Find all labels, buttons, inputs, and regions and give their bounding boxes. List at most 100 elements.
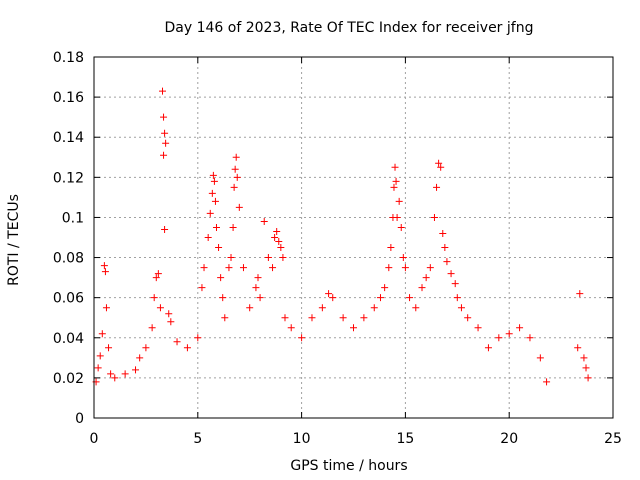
- data-point: [422, 274, 430, 282]
- data-point: [526, 334, 534, 342]
- data-point: [391, 163, 399, 171]
- data-point: [439, 229, 447, 237]
- data-point: [441, 244, 449, 252]
- data-point: [360, 314, 368, 322]
- data-point: [381, 284, 389, 292]
- data-point: [152, 274, 160, 282]
- data-point: [474, 324, 482, 332]
- y-tick-label: 0.04: [53, 331, 84, 347]
- data-point: [451, 280, 459, 288]
- data-point: [136, 354, 144, 362]
- data-point: [397, 223, 405, 231]
- data-point: [390, 183, 398, 191]
- data-point: [574, 344, 582, 352]
- data-point: [232, 153, 240, 161]
- data-point: [156, 304, 164, 312]
- data-point: [412, 304, 420, 312]
- data-point: [457, 304, 465, 312]
- data-point: [433, 183, 441, 191]
- data-points: [92, 87, 592, 386]
- data-point: [206, 209, 214, 217]
- data-point: [536, 354, 544, 362]
- plot-frame: [93, 56, 614, 419]
- data-point: [160, 113, 168, 121]
- data-point: [246, 304, 254, 312]
- data-point: [418, 284, 426, 292]
- data-point: [260, 217, 268, 225]
- x-axis-label: GPS time / hours: [290, 458, 407, 474]
- x-tick-label: 0: [90, 431, 99, 447]
- data-point: [495, 334, 503, 342]
- data-point: [94, 364, 102, 372]
- data-point: [254, 274, 262, 282]
- grid-layer: [94, 57, 613, 418]
- chart-title: Day 146 of 2023, Rate Of TEC Index for r…: [165, 20, 534, 36]
- data-point: [148, 324, 156, 332]
- data-point: [150, 294, 158, 302]
- data-point: [183, 344, 191, 352]
- data-point: [505, 330, 513, 338]
- data-point: [401, 264, 409, 272]
- data-point: [275, 238, 283, 246]
- data-point: [443, 258, 451, 266]
- data-point: [194, 334, 202, 342]
- axis-ticks: 0 0.02 0.04 0.06 0.08 0.1 0.12 0.14 0.16 0.18 0 5 10…: [53, 50, 622, 447]
- data-point: [287, 324, 295, 332]
- data-point: [159, 87, 167, 95]
- data-point: [200, 264, 208, 272]
- x-tick-label: 25: [604, 431, 622, 447]
- y-tick-label: 0.06: [53, 291, 84, 307]
- data-point: [256, 294, 264, 302]
- y-tick-label: 0.08: [53, 251, 84, 267]
- data-point: [516, 324, 524, 332]
- data-point: [582, 364, 590, 372]
- data-point: [221, 314, 229, 322]
- data-point: [393, 213, 401, 221]
- data-point: [161, 225, 169, 233]
- data-point: [406, 294, 414, 302]
- data-point: [430, 213, 438, 221]
- data-point: [350, 324, 357, 332]
- data-point: [160, 151, 168, 159]
- data-point: [453, 294, 461, 302]
- data-point: [212, 223, 220, 231]
- y-tick-label: 0.16: [53, 90, 84, 106]
- data-point: [100, 262, 108, 270]
- data-point: [339, 314, 347, 322]
- data-point: [230, 183, 238, 191]
- data-point: [235, 203, 243, 211]
- data-point: [437, 163, 445, 171]
- y-tick-label: 0: [75, 411, 84, 427]
- y-tick-label: 0.18: [53, 50, 84, 66]
- data-point: [215, 244, 223, 252]
- data-point: [271, 234, 279, 241]
- data-point: [318, 304, 326, 312]
- data-point: [225, 264, 233, 272]
- data-point: [370, 304, 378, 312]
- data-point: [198, 284, 206, 292]
- data-point: [576, 290, 584, 298]
- data-point: [264, 254, 272, 262]
- data-point: [426, 264, 434, 272]
- x-tick-label: 15: [396, 431, 414, 447]
- data-point: [154, 270, 162, 278]
- data-point: [210, 177, 218, 185]
- y-axis-label: ROTI / TECUs: [6, 194, 22, 286]
- data-point: [395, 197, 403, 205]
- y-tick-label: 0.02: [53, 371, 84, 387]
- data-point: [167, 318, 175, 326]
- data-point: [219, 294, 227, 302]
- data-point: [173, 338, 181, 346]
- data-point: [96, 352, 104, 360]
- data-point: [281, 314, 289, 322]
- data-point: [217, 274, 225, 282]
- data-point: [464, 314, 472, 322]
- data-point: [376, 294, 384, 302]
- data-point: [233, 173, 241, 181]
- x-tick-label: 5: [193, 431, 202, 447]
- data-point: [227, 254, 235, 262]
- data-point: [447, 270, 455, 278]
- data-point: [308, 314, 316, 322]
- x-tick-label: 10: [293, 431, 311, 447]
